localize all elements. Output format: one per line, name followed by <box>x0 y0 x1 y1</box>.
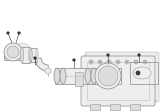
Circle shape <box>107 60 111 64</box>
Bar <box>75 72 83 86</box>
Ellipse shape <box>13 43 31 61</box>
Ellipse shape <box>98 66 118 86</box>
Circle shape <box>73 59 75 61</box>
Bar <box>110 104 120 110</box>
Bar <box>22 47 30 63</box>
Circle shape <box>144 61 146 63</box>
Circle shape <box>117 61 119 63</box>
Circle shape <box>18 32 20 34</box>
Ellipse shape <box>95 63 121 89</box>
Circle shape <box>126 61 128 63</box>
Bar <box>95 68 121 84</box>
Ellipse shape <box>54 68 60 84</box>
FancyBboxPatch shape <box>85 52 159 102</box>
Bar <box>4 52 22 60</box>
Ellipse shape <box>85 68 91 84</box>
Ellipse shape <box>133 67 151 79</box>
Circle shape <box>7 32 9 34</box>
Bar <box>87 62 149 100</box>
Bar <box>31 48 37 62</box>
Circle shape <box>116 60 120 64</box>
Circle shape <box>108 61 110 63</box>
Ellipse shape <box>60 68 66 84</box>
Ellipse shape <box>82 63 108 89</box>
Circle shape <box>99 61 101 63</box>
Circle shape <box>125 60 129 64</box>
Ellipse shape <box>20 47 24 63</box>
Ellipse shape <box>45 68 51 74</box>
Circle shape <box>98 60 102 64</box>
Circle shape <box>34 57 36 59</box>
Circle shape <box>134 60 138 64</box>
Bar <box>130 62 158 84</box>
Ellipse shape <box>4 43 22 61</box>
Bar <box>130 104 140 110</box>
Circle shape <box>89 60 93 64</box>
Ellipse shape <box>28 47 32 63</box>
Ellipse shape <box>91 68 97 84</box>
Ellipse shape <box>36 48 38 62</box>
Ellipse shape <box>7 46 19 58</box>
Circle shape <box>136 71 140 75</box>
Circle shape <box>90 61 92 63</box>
Bar <box>90 104 100 110</box>
Circle shape <box>135 61 137 63</box>
Circle shape <box>138 54 140 56</box>
Polygon shape <box>35 58 48 71</box>
Bar <box>55 68 103 84</box>
FancyBboxPatch shape <box>81 56 155 106</box>
Circle shape <box>143 60 147 64</box>
Circle shape <box>107 54 109 56</box>
Ellipse shape <box>30 48 32 62</box>
